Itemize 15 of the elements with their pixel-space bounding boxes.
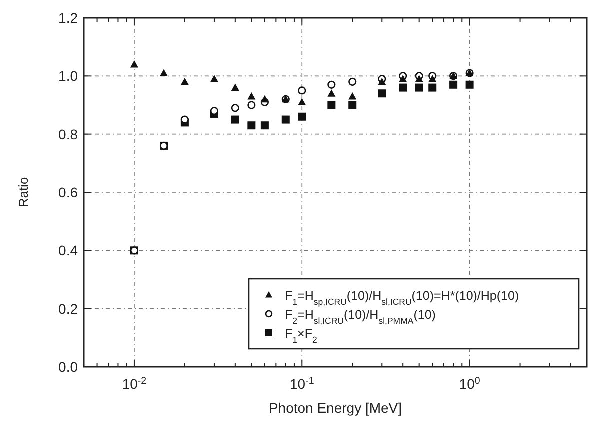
x-axis-title: Photon Energy [MeV] <box>268 400 402 416</box>
x-tick-label: 10$^{0}$ <box>459 376 481 392</box>
y-tick-label: 1.2 <box>58 10 78 26</box>
y-axis-title: Ratio <box>16 177 31 208</box>
y-tick-label: 0.2 <box>58 300 78 317</box>
y-tick-label: 0.6 <box>58 184 78 200</box>
y-tick-label: 0.4 <box>58 242 78 259</box>
y-tick-label: 1.0 <box>58 68 78 84</box>
x-tick-label: 10$^{-2}$ <box>122 376 147 392</box>
legend-label: F$_{1}$=H$_{sp,ICRU}$(10)/H$_{sl,ICRU}$(10)=H*(10)/Hp(10) <box>285 289 520 307</box>
legend-label: F$_{1}$×F$_{2}$ <box>285 327 318 345</box>
y-tick-label: 0.8 <box>58 126 78 142</box>
x-tick-label: 10$^{-1}$ <box>290 376 314 392</box>
y-tick-label: 0.0 <box>58 359 78 375</box>
legend-label: F$_{2}$=H$_{sl,ICRU}$(10)/H$_{sl,PMMA}$(10) <box>285 308 436 326</box>
